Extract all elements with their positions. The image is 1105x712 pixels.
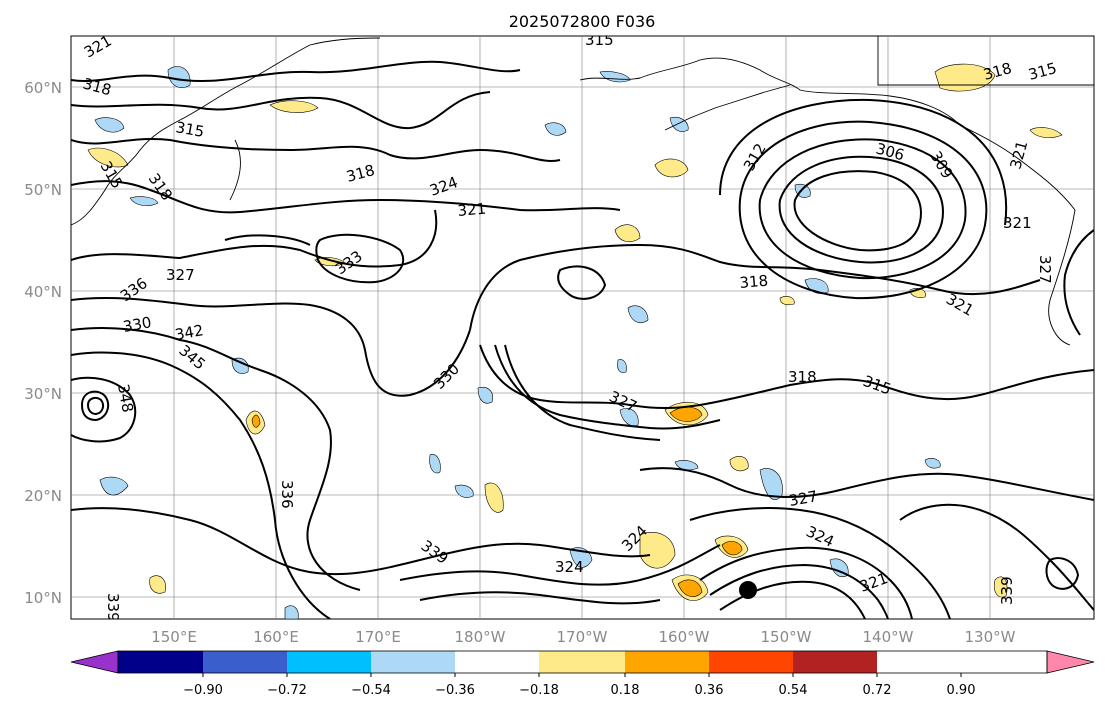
lat-label: 20°N [24, 487, 62, 505]
graticule [71, 36, 1094, 619]
colorbar-tick-label: −0.36 [435, 683, 475, 698]
contour-label: 339 [998, 576, 1016, 605]
figure-title: 2025072800 F036 [509, 12, 656, 31]
contour-label: 327 [788, 487, 819, 510]
colorbar-over-triangle [1046, 650, 1095, 674]
colorbar: −0.90 −0.72 −0.54 −0.36 −0.18 0.18 0.36 … [70, 650, 1095, 698]
lon-label: 180°W [455, 628, 506, 646]
coastlines [71, 36, 1094, 346]
lon-label: 150°E [151, 628, 197, 646]
lon-label: 160°W [659, 628, 710, 646]
lon-label: 160°E [253, 628, 299, 646]
lat-label: 10°N [24, 589, 62, 607]
lat-label: 30°N [24, 385, 62, 403]
lon-label: 150°W [761, 628, 812, 646]
contour-label: 336 [278, 480, 296, 509]
map-panel [70, 35, 1095, 620]
lon-label: 140°W [863, 628, 914, 646]
lat-label: 50°N [24, 181, 62, 199]
contour-label: 327 [166, 266, 195, 284]
longitude-labels: 150°E 160°E 170°E 180°W 170°W 160°W 150°… [151, 628, 1015, 646]
colorbar-cell [287, 651, 371, 673]
contour-label: 321 [457, 200, 487, 220]
colorbar-frame [117, 650, 1048, 674]
contour-label: 327 [1036, 255, 1054, 284]
colorbar-cells [117, 650, 1048, 674]
colorbar-tick-label: 0.90 [947, 683, 976, 698]
colorbar-cell [203, 651, 287, 673]
colorbar-cell [371, 651, 455, 673]
colorbar-cell [455, 651, 539, 673]
colorbar-tick-label: 0.18 [611, 683, 640, 698]
lon-label: 170°W [557, 628, 608, 646]
colorbar-tick-label: −0.72 [267, 683, 307, 698]
colorbar-under-triangle [70, 650, 119, 674]
lon-label: 130°W [965, 628, 1016, 646]
colorbar-tick-label: −0.54 [351, 683, 391, 698]
contour-label: 318 [788, 368, 817, 386]
contour-label: 342 [174, 321, 205, 344]
contour-label: 339 [104, 593, 122, 622]
colorbar-tick-label: 0.54 [779, 683, 808, 698]
colorbar-cell [625, 651, 709, 673]
lat-label: 40°N [24, 283, 62, 301]
colorbar-tick-labels: −0.90 −0.72 −0.54 −0.36 −0.18 0.18 0.36 … [183, 683, 975, 698]
colorbar-cell [118, 651, 203, 673]
contour-label: 315 [585, 31, 614, 49]
colorbar-ticks [202, 673, 962, 677]
colorbar-tick-label: −0.18 [519, 683, 559, 698]
colorbar-cell [539, 651, 625, 673]
lat-label: 60°N [24, 79, 62, 97]
contour-label: 324 [555, 558, 584, 576]
contour-label: 318 [739, 272, 769, 292]
storm-center-marker [739, 581, 757, 599]
contour-label: 330 [122, 313, 153, 336]
colorbar-tick-label: 0.72 [863, 683, 892, 698]
colorbar-cell [793, 651, 877, 673]
contours [71, 60, 1094, 619]
latitude-labels: 60°N 50°N 40°N 30°N 20°N 10°N [24, 79, 62, 607]
colorbar-cell [709, 651, 793, 673]
contour-label: 348 [114, 383, 137, 414]
colorbar-tick-label: −0.90 [183, 683, 223, 698]
contour-label: 315 [174, 118, 205, 141]
colorbar-tick-label: 0.36 [695, 683, 724, 698]
lon-label: 170°E [355, 628, 401, 646]
contour-label: 321 [1003, 214, 1032, 232]
shaded-field [87, 63, 1063, 619]
